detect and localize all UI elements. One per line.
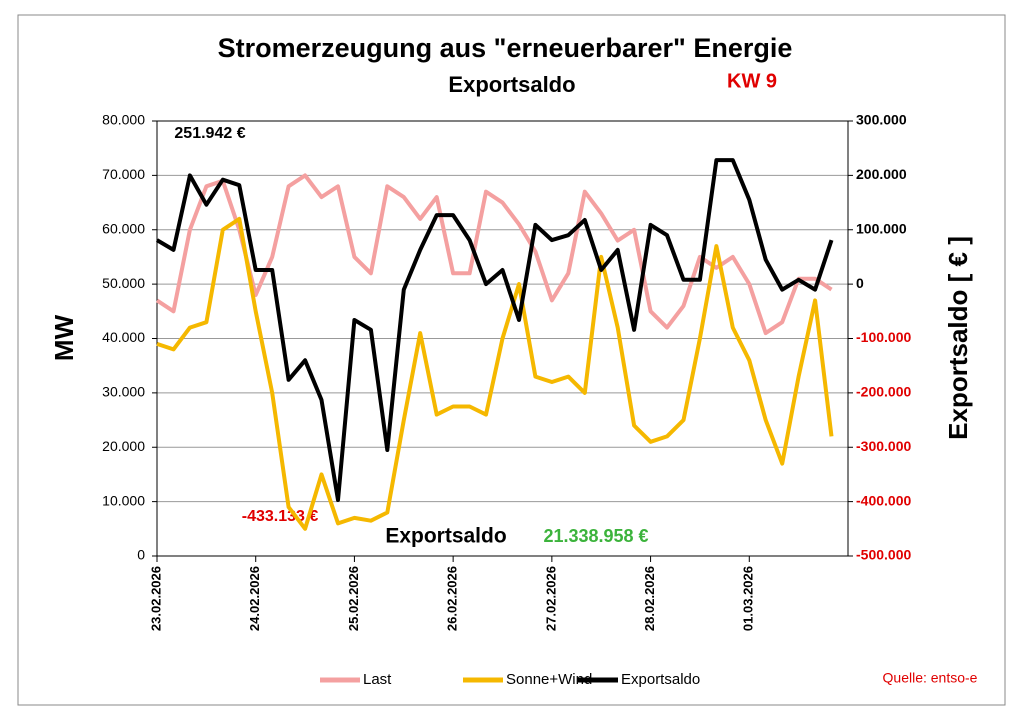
y-tick-label: 30.000	[102, 384, 145, 400]
total-label: Exportsaldo	[385, 525, 506, 548]
legend-label: Sonne+Wind	[506, 671, 592, 688]
y2-tick-label: -500.000	[856, 547, 911, 563]
x-tick-label: 23.02.2026	[148, 566, 163, 631]
chart-title: Stromerzeugung aus "erneuerbarer" Energi…	[218, 33, 793, 63]
y2-tick-label: -100.000	[856, 329, 911, 345]
chart-subtitle: Exportsaldo	[448, 72, 575, 97]
y2-tick-label: 200.000	[856, 166, 907, 182]
x-tick-label: 25.02.2026	[346, 566, 361, 631]
y2-tick-label: -400.000	[856, 492, 911, 508]
chart-frame	[17, 14, 1006, 706]
legend-item: Sonne+Wind	[463, 671, 592, 688]
series-line	[156, 216, 834, 531]
y-tick-label: 60.000	[102, 220, 145, 236]
plot-border	[156, 120, 849, 557]
y2-tick-label: 300.000	[856, 112, 907, 128]
y-tick-label: 0	[137, 547, 145, 563]
y-tick-label: 10.000	[102, 492, 145, 508]
series-line	[155, 158, 834, 502]
y-tick-label: 80.000	[102, 112, 145, 128]
legend-item: Exportsaldo	[578, 671, 700, 688]
y2-tick-label: -300.000	[856, 438, 911, 454]
x-tick-label: 26.02.2026	[445, 566, 460, 631]
y-axis-label: MW	[49, 314, 79, 361]
legend-label: Last	[363, 671, 392, 688]
total-value: 21.338.958 €	[543, 526, 648, 546]
legend-label: Exportsaldo	[621, 671, 700, 688]
x-tick-label: 27.02.2026	[543, 566, 558, 631]
y2-axis-label: Exportsaldo [ € ]	[943, 236, 973, 440]
y-tick-label: 70.000	[102, 166, 145, 182]
x-tick-label: 24.02.2026	[247, 566, 262, 631]
y-tick-label: 40.000	[102, 329, 145, 345]
y-tick-label: 50.000	[102, 275, 145, 291]
legend-item: Last	[320, 671, 392, 688]
x-tick-label: 28.02.2026	[642, 566, 657, 631]
y-tick-label: 20.000	[102, 438, 145, 454]
source: Quelle: entso-e	[883, 670, 978, 686]
y2-tick-label: 100.000	[856, 220, 907, 236]
max-annotation: 251.942 €	[174, 125, 245, 142]
x-tick-label: 01.03.2026	[741, 566, 756, 631]
week-label: KW 9	[727, 70, 777, 92]
y2-tick-label: -200.000	[856, 384, 911, 400]
y2-tick-label: 0	[856, 275, 864, 291]
